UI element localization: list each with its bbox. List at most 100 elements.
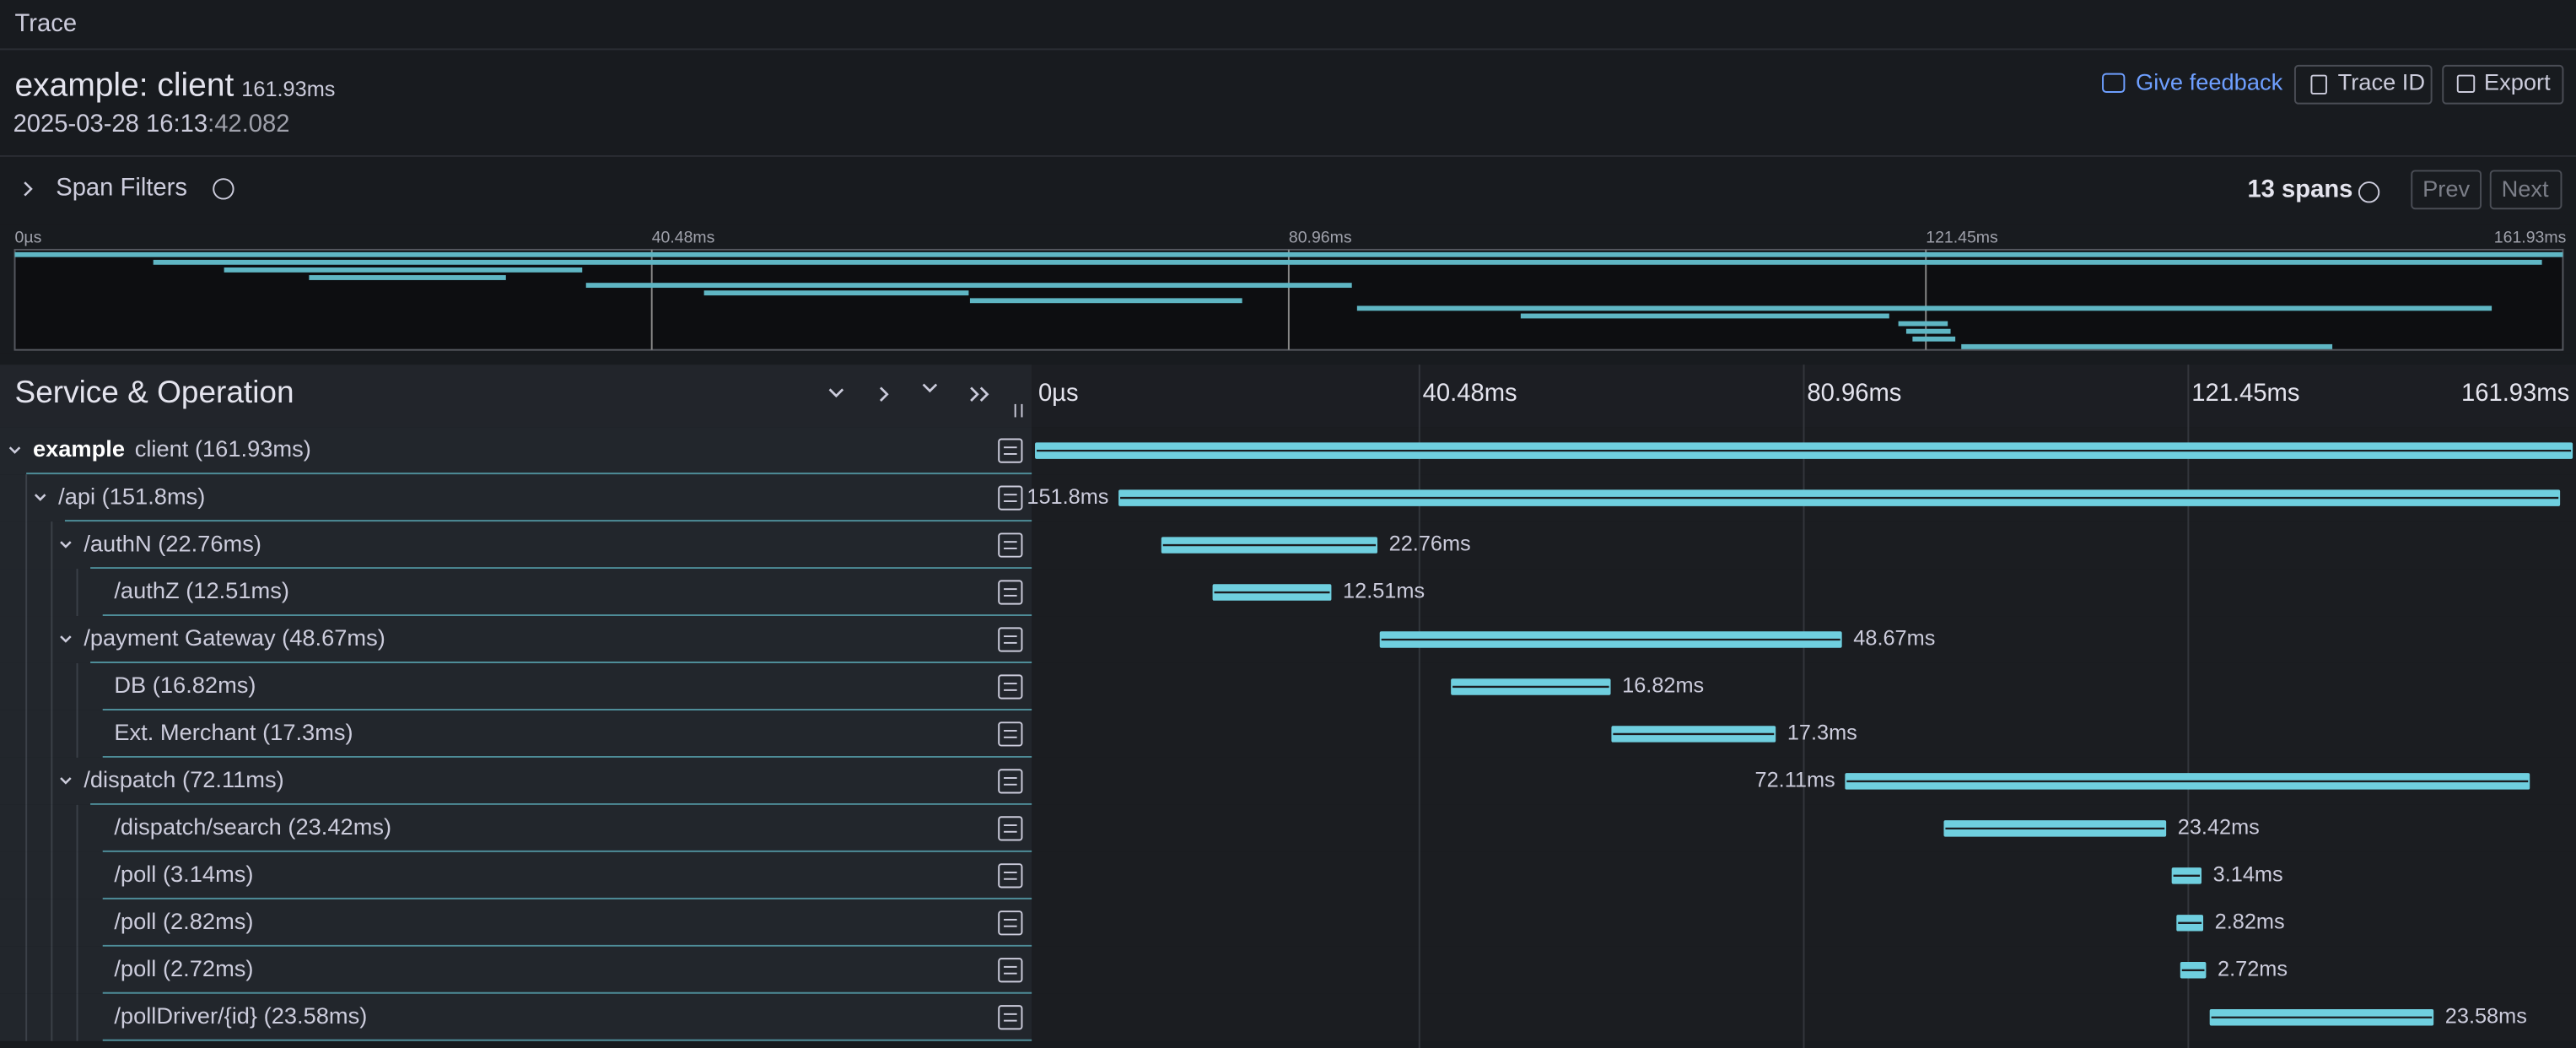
row-label-bg [0, 569, 1032, 617]
log-icon[interactable] [998, 532, 1023, 558]
expand-one[interactable] [880, 386, 889, 402]
x-tick-label: 161.93ms [2461, 380, 2569, 407]
chevron [24, 181, 33, 197]
trace-date: 2025-03-28 16:13:42.082 [13, 111, 290, 138]
minimap-bar [1905, 328, 1951, 334]
span-label[interactable]: /poll (2.82ms) [114, 908, 253, 934]
span-filters-label: Span Filters [56, 175, 187, 202]
info-icon [2358, 181, 2380, 203]
feedback-button[interactable]: Give feedback [2102, 68, 2283, 95]
minimap-tick-label: 40.48ms [652, 228, 715, 246]
row-label-bg [0, 851, 1032, 899]
collapse-controls[interactable] [828, 383, 989, 402]
log-icon[interactable] [998, 769, 1023, 794]
collapse-all[interactable] [922, 383, 938, 393]
span-label[interactable]: /poll (3.14ms) [114, 861, 253, 887]
row-label-bg [0, 427, 1032, 475]
collapse-one[interactable] [828, 388, 844, 398]
log-icon[interactable] [998, 1005, 1023, 1030]
expand-chevron[interactable] [60, 541, 72, 548]
duration-label: 12.51ms [1343, 580, 1425, 603]
log-icon[interactable] [998, 910, 1023, 936]
minimap-bar [153, 259, 2542, 265]
span-label[interactable]: /poll (2.72ms) [114, 955, 253, 981]
duration-label: 16.82ms [1622, 674, 1704, 698]
x-tick-label: 121.45ms [2191, 380, 2299, 407]
button-frame [2411, 170, 2482, 210]
row-label-bg [0, 946, 1032, 994]
span-label[interactable]: /dispatch/search (23.42ms) [114, 813, 391, 840]
minimap-tick-label: 0µs [15, 228, 42, 246]
span-label[interactable]: /dispatch (72.11ms) [84, 766, 283, 792]
button-label: Next [2502, 176, 2549, 202]
log-icon[interactable] [998, 958, 1023, 983]
span-label[interactable]: /authZ (12.51ms) [114, 577, 289, 603]
duration-label: 23.58ms [2445, 1004, 2527, 1028]
row-label-bg [0, 616, 1032, 663]
section-title: Trace [15, 10, 78, 37]
minimap-tick-label: 80.96ms [1289, 228, 1352, 246]
row-label-bg [0, 757, 1032, 805]
expand-chevron[interactable] [8, 446, 21, 454]
row-label-bg [0, 521, 1032, 570]
copy-icon [2310, 74, 2327, 95]
row-label-bg [0, 993, 1032, 1041]
info-icon [213, 178, 234, 200]
x-tick-label: 80.96ms [1807, 380, 1901, 407]
top-bar [0, 0, 2576, 50]
log-icon[interactable] [998, 485, 1023, 510]
span-label[interactable]: /pollDriver/{id} (23.58ms) [114, 1002, 367, 1029]
feedback-label: Give feedback [2136, 68, 2283, 95]
span-label[interactable]: DB (16.82ms) [114, 672, 256, 698]
log-icon[interactable] [998, 627, 1023, 652]
service-name: example [33, 435, 125, 462]
time-rest: :42.082 [207, 111, 289, 138]
row-label-bg [0, 710, 1032, 758]
trace-duration: 161.93ms [241, 78, 335, 101]
minimap-bar [1898, 321, 1948, 327]
duration-label: 151.8ms [1027, 485, 1108, 509]
trace-id-button[interactable]: Trace ID [2293, 64, 2433, 105]
duration-label: 17.3ms [1787, 721, 1857, 745]
button-label: Prev [2422, 176, 2470, 202]
row-label-bg [0, 899, 1032, 947]
row-label-bg [0, 804, 1032, 852]
span-label[interactable]: /authN (22.76ms) [84, 530, 261, 556]
expand-chevron[interactable] [60, 777, 72, 785]
minimap-bar [1912, 336, 1956, 342]
log-icon[interactable] [998, 580, 1023, 605]
span-count: 13 spans [2247, 176, 2352, 203]
expand-all-2[interactable] [979, 386, 989, 402]
minimap-bar [224, 267, 583, 273]
expand-all[interactable] [970, 386, 979, 402]
span-label[interactable]: example client (161.93ms) [33, 435, 311, 462]
minimap-bar [1520, 313, 1889, 319]
column-title: Service & Operation [15, 375, 294, 409]
next-button[interactable]: Next [2489, 170, 2563, 210]
expand-chevron[interactable] [34, 494, 46, 501]
log-icon[interactable] [998, 816, 1023, 841]
log-icon[interactable] [998, 674, 1023, 700]
save-icon [2456, 74, 2476, 93]
span-filters-toggle[interactable]: Span Filters [24, 175, 234, 202]
button-frame [2442, 64, 2564, 105]
minimap-tick-label: 161.93ms [2494, 228, 2567, 246]
span-label[interactable]: /payment Gateway (48.67ms) [84, 624, 385, 651]
span-rows: example client (161.93ms) /api (151.8ms) 15… [0, 365, 2576, 1048]
duration-label: 23.42ms [2178, 816, 2260, 840]
span-label[interactable]: Ext. Merchant (17.3ms) [114, 719, 353, 745]
prev-button[interactable]: Prev [2411, 170, 2482, 210]
log-icon[interactable] [998, 438, 1023, 463]
trace-title: example: client [15, 67, 234, 103]
button-label: Export [2484, 68, 2551, 95]
span-label[interactable]: /api (151.8ms) [58, 483, 205, 509]
log-icon[interactable] [998, 863, 1023, 889]
minimap-bar [1356, 305, 2492, 311]
export-button[interactable]: Export [2442, 64, 2564, 105]
log-icon[interactable] [998, 721, 1023, 747]
expand-chevron[interactable] [60, 635, 72, 643]
minimap-bar [585, 283, 1352, 289]
duration-label: 22.76ms [1389, 532, 1471, 556]
